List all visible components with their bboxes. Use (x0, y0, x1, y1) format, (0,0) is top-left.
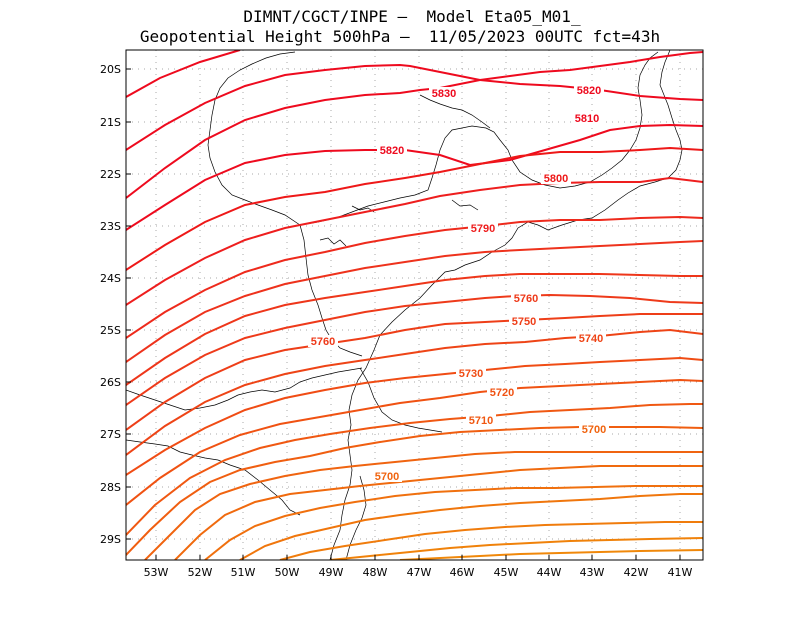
contour-label-bg (372, 470, 402, 482)
axis-ticks: 20S 21S 22S 23S 24S 25S 26S 27S 28S 29S 53W 52W 51W 5… (100, 63, 693, 579)
state-border-7 (419, 94, 491, 129)
contour-label: 5700 (582, 424, 606, 436)
contour-labels: 5830 5820 5810 5820 5800 5790 5760 5750 5740 5760… (308, 84, 609, 483)
contour-label-bg (466, 414, 496, 426)
contour-line (204, 485, 703, 560)
contour-label-bg (308, 335, 338, 347)
contour-line (126, 50, 241, 98)
contour-label-bg (456, 367, 486, 379)
river-1 (319, 237, 347, 247)
contour-label-bg (576, 332, 606, 344)
contour-line (279, 521, 703, 560)
map-title-line2: Geopotential Height 500hPa – 11/05/2023 … (139, 27, 661, 46)
contour-label-bg (487, 386, 517, 398)
contour-line (126, 328, 703, 456)
contour-label: 5830 (432, 88, 456, 100)
contour-label-bg (509, 315, 539, 327)
contour-line (126, 403, 703, 536)
lat-tick-label: 21S (100, 116, 121, 129)
contour-line (126, 215, 703, 339)
contour-label: 5820 (577, 85, 601, 97)
contour-line (126, 313, 703, 431)
state-border-4 (207, 51, 301, 226)
contour-line (126, 356, 703, 476)
contour-line (144, 451, 703, 560)
contour-label: 5700 (375, 471, 399, 483)
contour-line (126, 51, 703, 199)
lon-tick-label: 50W (275, 566, 300, 579)
contour-line (126, 176, 703, 306)
contour-label-bg (377, 144, 407, 156)
lon-tick-label: 48W (363, 566, 388, 579)
lon-tick-label: 46W (450, 566, 475, 579)
lon-tick-label: 47W (407, 566, 432, 579)
lat-tick-label: 22S (100, 168, 121, 181)
contour-label: 5760 (311, 336, 335, 348)
contour-line (126, 146, 703, 271)
contour-line (126, 293, 703, 406)
lat-tick-label: 24S (100, 272, 121, 285)
lon-tick-label: 49W (319, 566, 344, 579)
contour-label-bg (574, 84, 604, 96)
contour-label: 5710 (469, 415, 493, 427)
contour-label: 5750 (512, 316, 536, 328)
contour-label-bg (468, 222, 498, 234)
lat-tick-label: 25S (100, 324, 121, 337)
state-border-1 (126, 367, 363, 411)
contour-label-bg (541, 172, 571, 184)
lat-tick-label: 20S (100, 63, 121, 76)
lon-tick-label: 53W (144, 566, 169, 579)
river-3 (451, 199, 479, 211)
contour-label: 5820 (380, 145, 404, 157)
contour-line (329, 537, 703, 560)
lon-tick-label: 45W (494, 566, 519, 579)
contour-line (174, 465, 703, 560)
lon-tick-label: 51W (231, 566, 256, 579)
contour-line (126, 273, 703, 386)
lat-tick-label: 26S (100, 376, 121, 389)
state-border-2 (126, 439, 301, 516)
lon-tick-label: 52W (188, 566, 213, 579)
contour-label-bg (572, 112, 602, 124)
lat-tick-label: 28S (100, 481, 121, 494)
contour-line (239, 493, 703, 560)
contour-label: 5810 (575, 113, 599, 125)
contour-label: 5790 (471, 223, 495, 235)
lat-tick-label: 23S (100, 220, 121, 233)
lon-tick-label: 44W (537, 566, 562, 579)
lon-tick-label: 43W (580, 566, 605, 579)
contour-line (126, 240, 703, 363)
contour-line (126, 63, 703, 151)
map-frame (125, 49, 704, 561)
state-border-5 (299, 51, 659, 226)
contour-label: 5800 (544, 173, 568, 185)
contour-line (126, 123, 703, 231)
map-title-line1: DIMNT/CGCT/INPE – Model Eta05_M01_ (243, 7, 581, 26)
contour-label: 5760 (514, 293, 538, 305)
contour-label-bg (579, 423, 609, 435)
contour-label-bg (511, 292, 541, 304)
lon-tick-label: 41W (668, 566, 693, 579)
contour-label: 5740 (579, 333, 603, 345)
contour-label-bg (429, 87, 459, 99)
contour-lines (126, 50, 703, 560)
lat-tick-label: 29S (100, 533, 121, 546)
contour-line (399, 549, 703, 560)
contour-label: 5720 (490, 387, 514, 399)
lat-tick-label: 27S (100, 428, 121, 441)
contour-line (126, 378, 703, 506)
contour-label: 5730 (459, 368, 483, 380)
state-border-6 (359, 367, 443, 433)
lon-tick-label: 42W (624, 566, 649, 579)
